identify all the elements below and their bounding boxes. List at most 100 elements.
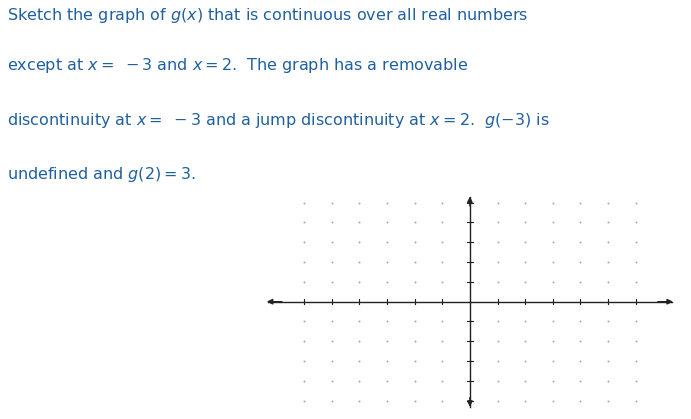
- Point: [326, 219, 337, 226]
- Point: [409, 397, 420, 404]
- Point: [299, 397, 310, 404]
- Point: [354, 318, 365, 325]
- Point: [437, 298, 448, 305]
- Point: [437, 199, 448, 206]
- Point: [326, 358, 337, 365]
- Point: [464, 318, 475, 325]
- Point: [464, 378, 475, 384]
- Point: [299, 378, 310, 384]
- Point: [575, 259, 586, 265]
- Point: [381, 239, 392, 246]
- Point: [409, 239, 420, 246]
- Point: [299, 298, 310, 305]
- Point: [520, 397, 531, 404]
- Point: [464, 397, 475, 404]
- Point: [381, 358, 392, 365]
- Point: [299, 279, 310, 285]
- Point: [354, 298, 365, 305]
- Point: [409, 199, 420, 206]
- Point: [326, 298, 337, 305]
- Point: [437, 259, 448, 265]
- Point: [492, 298, 503, 305]
- Point: [603, 279, 614, 285]
- Point: [603, 397, 614, 404]
- Point: [630, 279, 641, 285]
- Point: [492, 318, 503, 325]
- Point: [409, 318, 420, 325]
- Point: [520, 298, 531, 305]
- Point: [326, 338, 337, 345]
- Point: [437, 378, 448, 384]
- Point: [603, 378, 614, 384]
- Point: [437, 219, 448, 226]
- Point: [630, 318, 641, 325]
- Point: [520, 358, 531, 365]
- Text: undefined and $g(2) = 3$.: undefined and $g(2) = 3$.: [7, 165, 196, 184]
- Point: [381, 279, 392, 285]
- Point: [299, 219, 310, 226]
- Point: [575, 239, 586, 246]
- Point: [547, 259, 558, 265]
- Point: [603, 239, 614, 246]
- Point: [603, 338, 614, 345]
- Point: [299, 239, 310, 246]
- Point: [326, 279, 337, 285]
- Point: [354, 358, 365, 365]
- Point: [464, 358, 475, 365]
- Point: [575, 199, 586, 206]
- Point: [603, 199, 614, 206]
- Point: [575, 358, 586, 365]
- Point: [520, 219, 531, 226]
- Point: [603, 259, 614, 265]
- Point: [520, 338, 531, 345]
- Point: [547, 358, 558, 365]
- Point: [547, 298, 558, 305]
- Point: [381, 259, 392, 265]
- Point: [547, 279, 558, 285]
- Point: [354, 279, 365, 285]
- Point: [630, 397, 641, 404]
- Point: [492, 358, 503, 365]
- Point: [464, 338, 475, 345]
- Point: [547, 318, 558, 325]
- Point: [464, 279, 475, 285]
- Point: [299, 338, 310, 345]
- Point: [630, 199, 641, 206]
- Point: [326, 239, 337, 246]
- Point: [492, 219, 503, 226]
- Point: [326, 259, 337, 265]
- Point: [603, 219, 614, 226]
- Point: [299, 318, 310, 325]
- Point: [409, 338, 420, 345]
- Point: [492, 338, 503, 345]
- Point: [354, 199, 365, 206]
- Point: [464, 259, 475, 265]
- Point: [354, 219, 365, 226]
- Point: [464, 219, 475, 226]
- Point: [299, 259, 310, 265]
- Point: [520, 378, 531, 384]
- Point: [354, 259, 365, 265]
- Point: [381, 318, 392, 325]
- Point: [409, 279, 420, 285]
- Point: [575, 298, 586, 305]
- Point: [547, 239, 558, 246]
- Point: [575, 219, 586, 226]
- Point: [409, 259, 420, 265]
- Point: [575, 279, 586, 285]
- Point: [299, 199, 310, 206]
- Point: [630, 298, 641, 305]
- Point: [381, 397, 392, 404]
- Point: [492, 378, 503, 384]
- Point: [464, 239, 475, 246]
- Point: [520, 279, 531, 285]
- Point: [437, 338, 448, 345]
- Point: [381, 338, 392, 345]
- Point: [354, 239, 365, 246]
- Text: except at $x =\ -3$ and $x = 2$.  The graph has a removable: except at $x =\ -3$ and $x = 2$. The gra…: [7, 56, 468, 75]
- Point: [381, 378, 392, 384]
- Point: [381, 199, 392, 206]
- Point: [575, 338, 586, 345]
- Point: [464, 298, 475, 305]
- Point: [630, 338, 641, 345]
